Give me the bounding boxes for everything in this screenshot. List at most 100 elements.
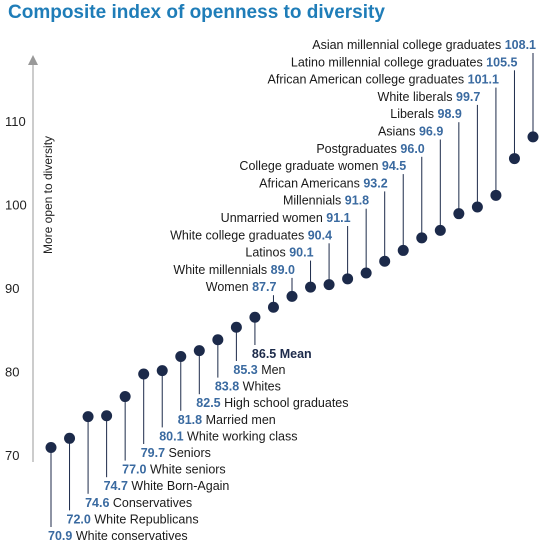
- point-name: Millennials: [283, 194, 345, 208]
- data-point: [249, 311, 261, 323]
- point-label: White liberals 99.7: [378, 90, 481, 104]
- point-value: 86.5: [252, 347, 276, 361]
- data-points: [45, 131, 539, 453]
- data-point: [267, 301, 279, 313]
- point-label: White millennials 89.0: [173, 263, 295, 277]
- point-name: White college graduates: [170, 228, 308, 242]
- point-value: 81.8: [178, 413, 202, 427]
- point-value: 90.1: [289, 246, 313, 260]
- point-label: Postgraduates 96.0: [316, 142, 424, 156]
- point-value: 70.9: [48, 529, 72, 543]
- point-name: Seniors: [165, 446, 211, 460]
- data-point: [490, 189, 502, 201]
- point-name: White millennials: [173, 263, 270, 277]
- point-label: 86.5 Mean: [252, 347, 312, 361]
- point-label: 72.0 White Republicans: [67, 512, 199, 526]
- point-value: 91.1: [326, 211, 350, 225]
- data-point: [379, 255, 391, 267]
- point-name: Asians: [378, 125, 419, 139]
- point-name: Latinos: [245, 246, 289, 260]
- data-point: [471, 201, 483, 213]
- point-name: Mean: [276, 347, 311, 361]
- point-label: Liberals 98.9: [390, 107, 462, 121]
- point-label: College graduate women 94.5: [239, 159, 406, 173]
- point-name: Married men: [202, 413, 276, 427]
- point-name: African Americans: [259, 176, 363, 190]
- data-point: [342, 273, 354, 285]
- point-label: Women 87.7: [206, 280, 277, 294]
- point-value: 101.1: [468, 73, 499, 87]
- point-name: White working class: [184, 429, 298, 443]
- point-label: Latinos 90.1: [245, 246, 313, 260]
- point-name: African American college graduates: [268, 73, 468, 87]
- y-axis-label: More open to diversity: [41, 136, 55, 254]
- point-value: 96.0: [400, 142, 424, 156]
- data-point: [156, 365, 168, 377]
- point-label: White college graduates 90.4: [170, 228, 332, 242]
- data-point: [101, 410, 113, 422]
- y-tick-label: 100: [5, 198, 27, 213]
- data-point: [434, 224, 446, 236]
- point-label: 80.1 White working class: [159, 429, 297, 443]
- point-label: Millennials 91.8: [283, 194, 369, 208]
- point-label: Unmarried women 91.1: [221, 211, 351, 225]
- point-value: 93.2: [363, 176, 387, 190]
- point-name: White liberals: [378, 90, 457, 104]
- point-value: 72.0: [67, 512, 91, 526]
- point-value: 80.1: [159, 429, 183, 443]
- point-value: 77.0: [122, 463, 146, 477]
- point-value: 108.1: [505, 38, 536, 52]
- data-point: [64, 432, 76, 444]
- point-value: 79.7: [141, 446, 165, 460]
- point-name: Liberals: [390, 107, 437, 121]
- point-label: 70.9 White conservatives: [48, 529, 188, 543]
- point-label: Latino millennial college graduates 105.…: [291, 55, 518, 69]
- y-tick-label: 80: [5, 365, 19, 380]
- data-point: [286, 290, 298, 302]
- point-name: Unmarried women: [221, 211, 327, 225]
- point-value: 89.0: [271, 263, 295, 277]
- chart-title: Composite index of openness to diversity: [8, 2, 385, 23]
- point-value: 74.7: [104, 479, 128, 493]
- point-name: Men: [258, 363, 286, 377]
- point-value: 96.9: [419, 125, 443, 139]
- point-value: 82.5: [196, 396, 220, 410]
- point-name: White conservatives: [72, 529, 187, 543]
- data-point: [416, 232, 428, 244]
- data-point: [230, 321, 242, 333]
- data-point: [508, 153, 520, 165]
- data-point: [212, 334, 224, 346]
- point-label: Asian millennial college graduates 108.1: [312, 38, 536, 52]
- y-tick-label: 70: [5, 448, 19, 463]
- data-point: [453, 208, 465, 220]
- data-point: [138, 368, 150, 380]
- point-name: Latino millennial college graduates: [291, 55, 486, 69]
- point-label: 79.7 Seniors: [141, 446, 211, 460]
- point-name: Whites: [239, 380, 281, 394]
- y-tick-label: 90: [5, 281, 19, 296]
- data-point: [527, 131, 539, 143]
- point-name: Postgraduates: [316, 142, 400, 156]
- point-label: 83.8 Whites: [215, 380, 281, 394]
- point-value: 83.8: [215, 380, 239, 394]
- point-label: African Americans 93.2: [259, 176, 388, 190]
- point-value: 94.5: [382, 159, 406, 173]
- point-name: Conservatives: [109, 496, 192, 510]
- data-point: [119, 391, 131, 403]
- y-axis-arrow-icon: [28, 55, 38, 65]
- point-name: Women: [206, 280, 252, 294]
- point-label: 82.5 High school graduates: [196, 396, 348, 410]
- point-name: White Republicans: [91, 512, 199, 526]
- point-label: 77.0 White seniors: [122, 463, 226, 477]
- point-name: White seniors: [146, 463, 225, 477]
- data-point: [360, 267, 372, 279]
- point-value: 85.3: [233, 363, 257, 377]
- point-value: 90.4: [308, 228, 332, 242]
- point-name: High school graduates: [221, 396, 349, 410]
- y-axis: 70 80 90 100 110 More open to diversity: [5, 55, 55, 463]
- data-point: [305, 281, 317, 293]
- point-name: College graduate women: [239, 159, 381, 173]
- point-value: 98.9: [438, 107, 462, 121]
- point-value: 105.5: [486, 55, 517, 69]
- point-label: 74.6 Conservatives: [85, 496, 192, 510]
